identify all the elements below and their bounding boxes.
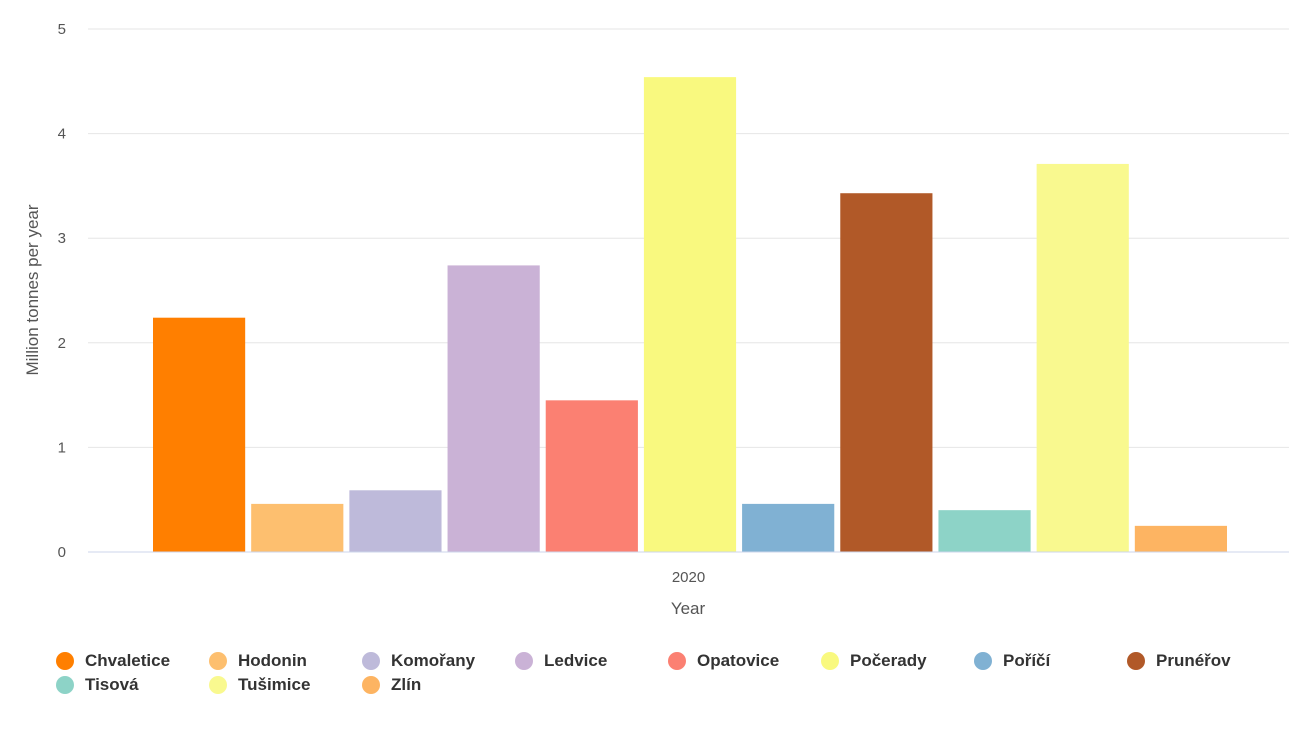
legend-item[interactable]: Ledvice	[515, 650, 668, 672]
y-tick-label: 3	[58, 230, 66, 247]
legend-label: Opatovice	[697, 651, 780, 670]
legend-swatch-icon	[56, 676, 74, 694]
bar-Prunéřov[interactable]	[840, 193, 933, 552]
legend-label: Prunéřov	[1156, 651, 1231, 670]
bar-Opatovice[interactable]	[545, 400, 638, 552]
bar-Tušimice[interactable]	[1036, 163, 1129, 552]
legend-swatch-icon	[668, 652, 686, 670]
bar-Komořany[interactable]	[349, 490, 442, 552]
legend-item[interactable]: Zlín	[362, 674, 515, 696]
y-tick-labels: 0 1 2 3 4 5	[58, 21, 66, 561]
bar-Ledvice[interactable]	[447, 265, 540, 552]
legend-swatch-icon	[362, 676, 380, 694]
bar-Tisová[interactable]	[938, 510, 1031, 552]
y-tick-label: 5	[58, 21, 66, 38]
legend-item[interactable]: Tušimice	[209, 674, 362, 696]
legend-item[interactable]: Poříčí	[974, 650, 1127, 672]
legend-swatch-icon	[1127, 652, 1145, 670]
legend-item[interactable]: Hodonin	[209, 650, 362, 672]
x-tick-labels: 2020	[672, 569, 705, 586]
legend-label: Ledvice	[544, 651, 608, 670]
legend-label: Zlín	[391, 675, 422, 694]
y-tick-label: 1	[58, 439, 66, 456]
y-tick-label: 4	[58, 126, 66, 143]
legend-item[interactable]: Opatovice	[668, 650, 821, 672]
legend-label: Chvaletice	[85, 651, 171, 670]
legend-label: Poříčí	[1003, 651, 1051, 670]
bar-group	[153, 77, 1227, 553]
legend-swatch-icon	[362, 652, 380, 670]
legend-item[interactable]: Chvaletice	[56, 650, 209, 672]
bar-Poříčí[interactable]	[742, 503, 835, 552]
bar-Hodonin[interactable]	[251, 503, 344, 552]
legend-item[interactable]: Komořany	[362, 650, 515, 672]
legend: Chvaletice Hodonin Komořany Ledvice Opatovic…	[56, 650, 1286, 696]
legend-swatch-icon	[821, 652, 839, 670]
bar-Zlín[interactable]	[1134, 525, 1227, 552]
legend-label: Tušimice	[238, 675, 311, 694]
legend-swatch-icon	[56, 652, 74, 670]
x-axis-title: Year	[671, 599, 706, 618]
x-tick-label: 2020	[672, 569, 705, 586]
legend-label: Komořany	[391, 651, 476, 670]
legend-swatch-icon	[209, 652, 227, 670]
legend-label: Počerady	[850, 651, 927, 670]
chart-canvas: 0 1 2 3 4 5 2020 Year Million tonnes per year	[23, 21, 1289, 618]
legend-item[interactable]: Tisová	[56, 674, 209, 696]
legend-label: Tisová	[85, 675, 139, 694]
bar-Chvaletice[interactable]	[153, 317, 246, 552]
legend-label: Hodonin	[238, 651, 307, 670]
legend-swatch-icon	[515, 652, 533, 670]
y-tick-label: 2	[58, 335, 66, 352]
legend-swatch-icon	[974, 652, 992, 670]
legend-item[interactable]: Počerady	[821, 650, 974, 672]
legend-swatch-icon	[209, 676, 227, 694]
legend-item[interactable]: Prunéřov	[1127, 650, 1280, 672]
y-axis-title: Million tonnes per year	[23, 204, 42, 375]
bar-Počerady[interactable]	[643, 77, 737, 553]
y-tick-label: 0	[58, 544, 66, 561]
